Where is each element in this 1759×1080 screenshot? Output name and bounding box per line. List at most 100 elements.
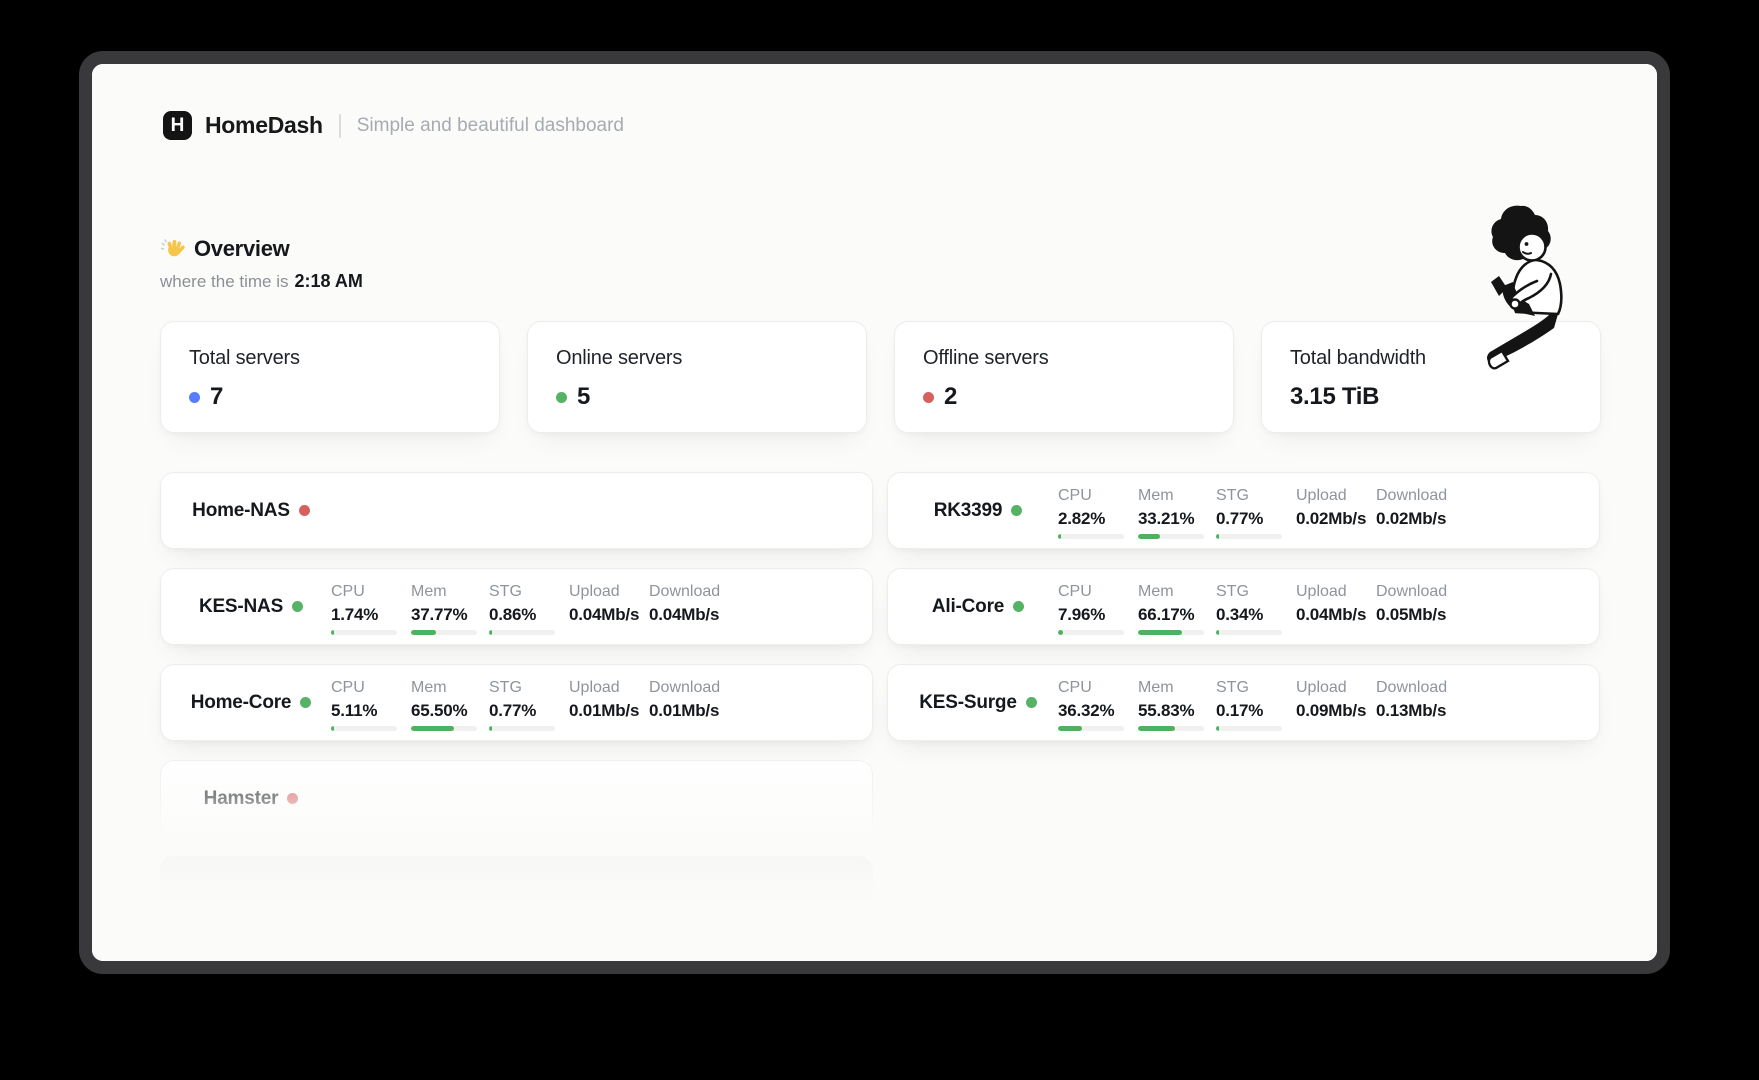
metric-download: Download 0.13Mb/s bbox=[1376, 680, 1447, 722]
metric-value: 0.77% bbox=[489, 701, 537, 720]
status-dot bbox=[556, 391, 567, 403]
metric-label: STG bbox=[1216, 679, 1249, 696]
metric-value: 0.09Mb/s bbox=[1296, 701, 1367, 720]
homedash-logo-icon: H bbox=[163, 111, 192, 140]
metric-value: 0.01Mb/s bbox=[649, 701, 720, 720]
stat-card-online-servers: Online servers 5 bbox=[527, 321, 867, 433]
usage-bar-fill bbox=[1138, 726, 1175, 731]
stat-card-total-servers: Total servers 7 bbox=[160, 321, 500, 433]
server-name-box: Home-Core bbox=[161, 665, 341, 740]
usage-bar-fill bbox=[1216, 630, 1219, 635]
metric-label: Download bbox=[649, 583, 721, 600]
status-dot bbox=[923, 391, 934, 403]
server-name: Hamster bbox=[203, 787, 279, 809]
metric-download: Download 0.01Mb/s bbox=[649, 680, 720, 722]
metric-cpu: CPU 7.96% bbox=[1058, 584, 1124, 635]
wave-emoji-icon bbox=[160, 238, 185, 256]
current-time: 2:18 AM bbox=[294, 271, 363, 291]
metric-label: STG bbox=[489, 583, 522, 600]
app-title: HomeDash bbox=[205, 112, 323, 138]
metric-value: 37.77% bbox=[411, 605, 468, 624]
metric-label: Download bbox=[1376, 583, 1448, 600]
time-prefix: where the time is bbox=[160, 272, 289, 291]
metric-value: 0.05Mb/s bbox=[1376, 605, 1447, 624]
stat-card-title: Online servers bbox=[556, 347, 683, 369]
stat-card-value-row: 2 bbox=[923, 383, 1205, 411]
server-card-kes-nas[interactable]: KES-NAS CPU 1.74% Mem 37.77% STG 0.86% Upload 0.… bbox=[160, 568, 873, 645]
app-header: H HomeDash Simple and beautiful dashboar… bbox=[163, 111, 624, 140]
server-name: RK3399 bbox=[933, 499, 1003, 521]
faded-next-card bbox=[160, 856, 873, 918]
usage-bar bbox=[1058, 726, 1124, 731]
usage-bar bbox=[411, 726, 477, 731]
metric-label: Upload bbox=[569, 583, 620, 600]
metric-label: CPU bbox=[331, 583, 365, 600]
server-name: KES-Surge bbox=[919, 691, 1017, 713]
server-name: Home-Core bbox=[190, 691, 292, 713]
usage-bar bbox=[489, 630, 555, 635]
metric-label: STG bbox=[1216, 487, 1249, 504]
metric-upload: Upload 0.04Mb/s bbox=[1296, 584, 1366, 626]
metric-label: Download bbox=[1376, 487, 1448, 504]
server-card-home-core[interactable]: Home-Core CPU 5.11% Mem 65.50% STG 0.77% Upload… bbox=[160, 664, 873, 741]
metric-label: Mem bbox=[411, 583, 447, 600]
server-card-rk3399[interactable]: RK3399 CPU 2.82% Mem 33.21% STG 0.77% Upload 0.0… bbox=[887, 472, 1600, 549]
stat-card-value-row: 5 bbox=[556, 383, 838, 411]
metric-mem: Mem 66.17% bbox=[1138, 584, 1204, 635]
metric-download: Download 0.04Mb/s bbox=[649, 584, 720, 626]
usage-bar bbox=[1138, 726, 1204, 731]
usage-bar-fill bbox=[1058, 534, 1061, 539]
usage-bar-fill bbox=[489, 630, 492, 635]
metric-stg: STG 0.17% bbox=[1216, 680, 1282, 731]
usage-bar-fill bbox=[331, 726, 335, 731]
metric-label: Mem bbox=[1138, 583, 1174, 600]
usage-bar bbox=[1138, 534, 1204, 539]
stat-card-value-row: 3.15 TiB bbox=[1290, 383, 1572, 411]
usage-bar bbox=[411, 630, 477, 635]
server-name: Ali-Core bbox=[931, 595, 1005, 617]
usage-bar-fill bbox=[411, 726, 455, 731]
metric-label: STG bbox=[1216, 583, 1249, 600]
header-divider bbox=[338, 113, 341, 138]
metric-value: 0.04Mb/s bbox=[569, 605, 640, 624]
metric-value: 33.21% bbox=[1138, 509, 1195, 528]
usage-bar bbox=[1058, 534, 1124, 539]
metric-label: Mem bbox=[1138, 679, 1174, 696]
usage-bar-fill bbox=[1216, 534, 1219, 539]
metric-upload: Upload 0.04Mb/s bbox=[569, 584, 639, 626]
metric-value: 1.74% bbox=[331, 605, 379, 624]
metric-stg: STG 0.34% bbox=[1216, 584, 1282, 635]
metric-mem: Mem 55.83% bbox=[1138, 680, 1204, 731]
usage-bar-fill bbox=[489, 726, 492, 731]
metric-label: Download bbox=[649, 679, 721, 696]
metric-value: 7.96% bbox=[1058, 605, 1106, 624]
stats-row: Total servers 7 Online servers 5 Offline ser… bbox=[160, 321, 1601, 433]
usage-bar-fill bbox=[1058, 726, 1082, 731]
stat-card-value: 7 bbox=[210, 383, 224, 410]
metric-label: Upload bbox=[1296, 583, 1347, 600]
metric-label: Upload bbox=[569, 679, 620, 696]
server-column-right: RK3399 CPU 2.82% Mem 33.21% STG 0.77% Upload 0.0… bbox=[887, 472, 1600, 741]
usage-bar bbox=[1216, 726, 1282, 731]
metric-value: 36.32% bbox=[1058, 701, 1115, 720]
usage-bar bbox=[1138, 630, 1204, 635]
usage-bar bbox=[1216, 630, 1282, 635]
stat-card-value: 3.15 TiB bbox=[1290, 383, 1380, 410]
metric-value: 66.17% bbox=[1138, 605, 1195, 624]
stat-card-value: 5 bbox=[577, 383, 591, 410]
online-status-dot bbox=[292, 601, 304, 612]
server-name: KES-NAS bbox=[198, 595, 284, 617]
online-status-dot bbox=[300, 697, 312, 708]
server-card-ali-core[interactable]: Ali-Core CPU 7.96% Mem 66.17% STG 0.34% Upload 0… bbox=[887, 568, 1600, 645]
online-status-dot bbox=[1011, 505, 1023, 516]
stat-card-value: 2 bbox=[944, 383, 958, 410]
app-subtitle: Simple and beautiful dashboard bbox=[356, 114, 624, 136]
metric-label: Mem bbox=[1138, 487, 1174, 504]
usage-bar-fill bbox=[1138, 534, 1160, 539]
usage-bar-fill bbox=[331, 630, 334, 635]
server-card-kes-surge[interactable]: KES-Surge CPU 36.32% Mem 55.83% STG 0.17% Uploa… bbox=[887, 664, 1600, 741]
metric-stg: STG 0.77% bbox=[489, 680, 555, 731]
server-card-hamster[interactable]: Hamster bbox=[160, 760, 873, 837]
server-card-home-nas[interactable]: Home-NAS bbox=[160, 472, 873, 549]
